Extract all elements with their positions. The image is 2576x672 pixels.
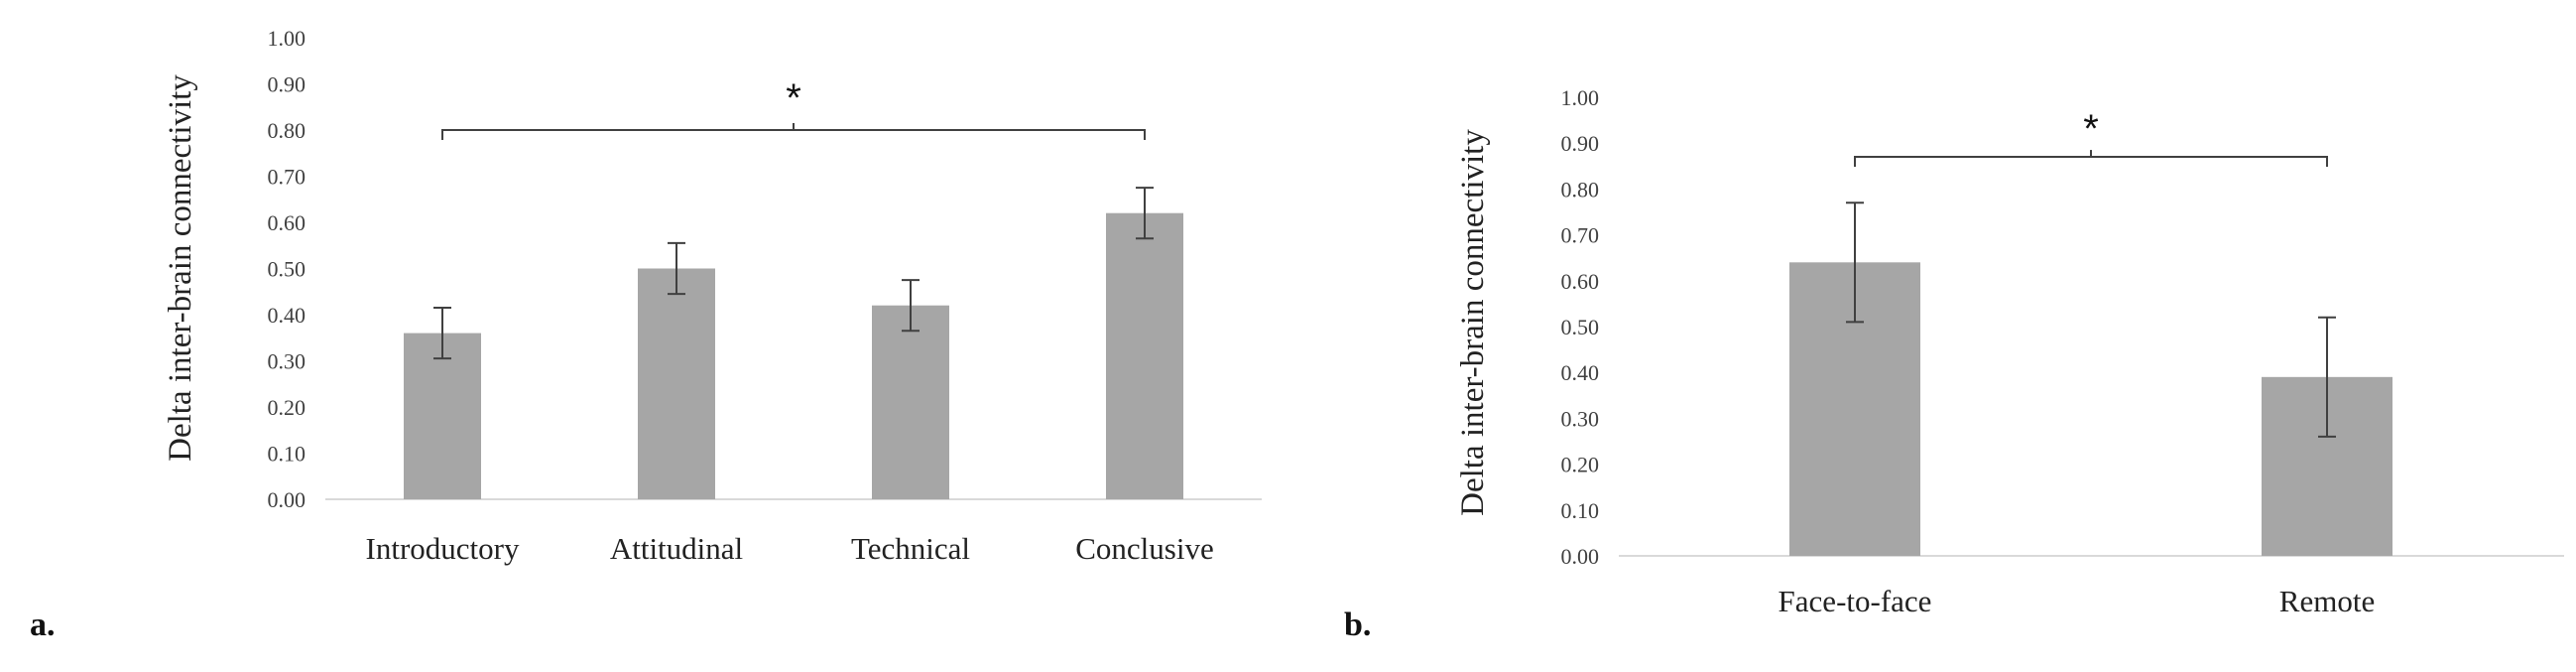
y-tick-label: 0.90: [1561, 131, 1600, 156]
y-tick-label: 0.40: [268, 303, 307, 328]
x-tick-label: Conclusive: [1075, 531, 1214, 566]
bar: [638, 268, 715, 499]
y-tick-label: 0.20: [1561, 453, 1600, 477]
x-tick-label: Attitudinal: [610, 531, 743, 566]
y-tick-label: 0.80: [1561, 177, 1600, 202]
y-tick-label: 1.00: [1561, 85, 1600, 110]
chart-panel-a: 0.00 0.10 0.20 0.30 0.40 0.50 0.60 0.70 0.80 0.90…: [30, 26, 1262, 643]
panel-label: b.: [1344, 606, 1371, 643]
x-tick-label: Technical: [851, 531, 970, 566]
y-tick-label: 0.50: [268, 257, 307, 282]
y-tick-label: 0.80: [268, 118, 307, 143]
y-tick-label: 0.60: [1561, 269, 1600, 294]
chart-panel-b: 0.00 0.10 0.20 0.30 0.40 0.50 0.60 0.70 0.80 0.90…: [1344, 85, 2564, 643]
x-tick-label: Face-to-face: [1779, 584, 1932, 618]
panel-label: a.: [30, 606, 56, 643]
y-tick-label: 1.00: [268, 26, 307, 51]
y-tick-label: 0.10: [268, 442, 307, 467]
x-tick-label: Introductory: [366, 531, 520, 566]
y-tick-label: 0.50: [1561, 315, 1600, 339]
y-tick-label: 0.10: [1561, 498, 1600, 523]
y-tick-label: 0.00: [268, 487, 307, 512]
y-tick-label: 0.90: [268, 72, 307, 97]
y-tick-label: 0.30: [268, 349, 307, 374]
y-tick-label: 0.20: [268, 395, 307, 420]
significance-bracket: [441, 129, 1146, 140]
bar: [404, 333, 481, 499]
bar: [872, 305, 949, 499]
y-tick-label: 0.60: [268, 210, 307, 235]
y-tick-label: 0.30: [1561, 406, 1600, 431]
y-tick-label: 0.70: [268, 165, 307, 190]
significance-marker: *: [2083, 107, 2099, 151]
y-axis-label: Delta inter-brain connectivity: [163, 74, 198, 462]
x-tick-label: Remote: [2279, 584, 2375, 618]
y-tick-label: 0.40: [1561, 360, 1600, 385]
bar: [1106, 212, 1183, 499]
y-tick-label: 0.00: [1561, 544, 1600, 569]
y-tick-label: 0.70: [1561, 223, 1600, 248]
significance-bracket: [1854, 156, 2328, 168]
significance-marker: *: [786, 76, 801, 120]
y-axis-label: Delta inter-brain connectivity: [1455, 129, 1491, 516]
